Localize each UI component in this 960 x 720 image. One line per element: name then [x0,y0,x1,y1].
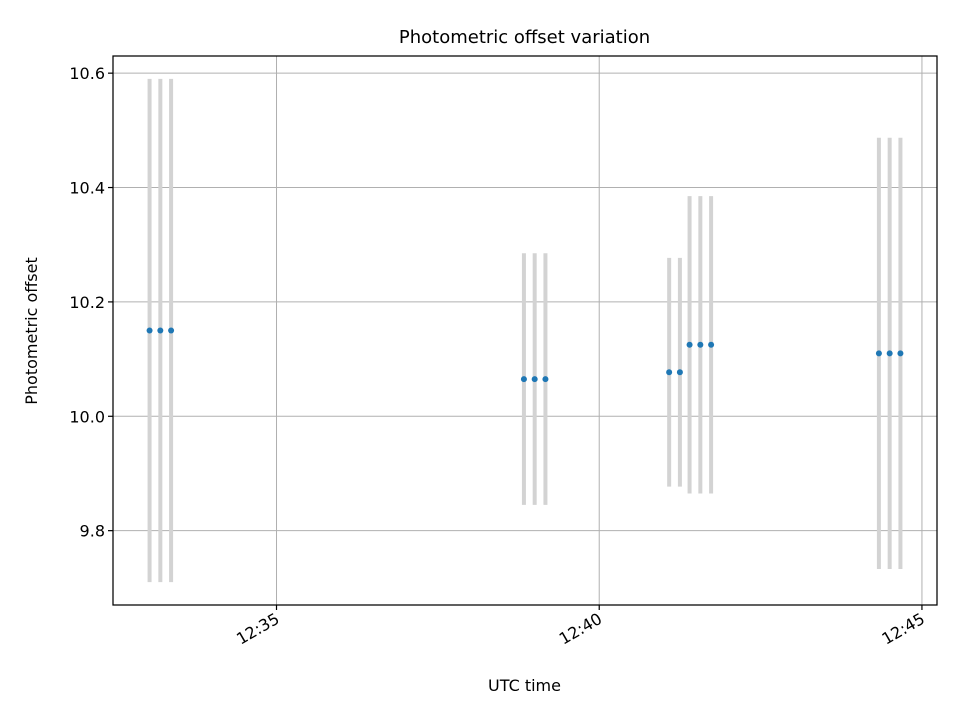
y-tick-label: 10.0 [69,407,105,426]
data-point [666,369,673,376]
data-point [708,341,715,348]
error-bars [147,78,903,583]
data-point [146,327,153,334]
data-point [897,350,904,357]
y-tick-label: 10.4 [69,179,105,198]
y-tick-label: 10.2 [69,293,105,312]
y-tick-label: 10.6 [69,64,105,83]
data-point [886,350,893,357]
y-tick-label: 9.8 [80,522,105,541]
x-axis-ticks: 12:35 12:40 12:45 [233,605,928,649]
data-point [157,327,164,334]
data-point [520,376,527,383]
chart-title: Photometric offset variation [399,27,650,48]
data-point [542,376,549,383]
data-point [875,350,882,357]
plot-frame [112,55,938,606]
x-axis-label: UTC time [488,676,561,695]
y-axis-ticks: 9.8 10.0 10.2 10.4 10.6 [69,64,113,541]
data-point [686,341,693,348]
x-tick-label: 12:35 [233,609,282,649]
x-tick-label: 12:40 [556,609,605,649]
data-point [168,327,175,334]
data-point [697,341,704,348]
data-points [146,327,904,383]
x-tick-label: 12:45 [879,609,928,649]
y-axis-label: Photometric offset [22,257,41,405]
data-point [531,376,538,383]
data-point [676,369,683,376]
